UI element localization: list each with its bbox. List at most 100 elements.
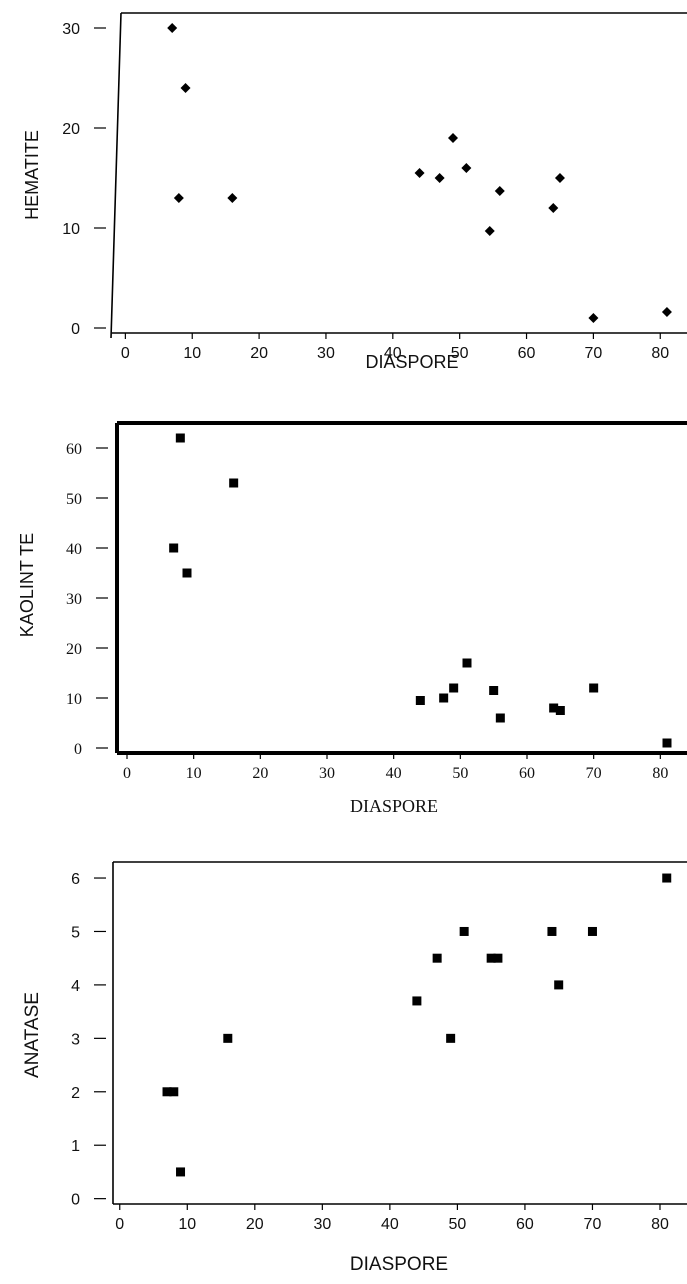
data-point <box>412 996 422 1006</box>
anatase-vs-diaspore-chart: 0 10 20 30 40 50 60 70 80 0 1 2 3 4 5 6 DIASPORE ANATASE <box>22 861 687 1275</box>
y-tick-label: 0 <box>74 741 82 758</box>
y-tick-label: 6 <box>71 871 80 888</box>
x-tick-label: 70 <box>584 1216 602 1233</box>
data-point <box>547 926 557 936</box>
data-point <box>223 1033 233 1043</box>
data-point <box>459 926 469 936</box>
x-tick-label: 0 <box>123 765 131 782</box>
data-point <box>439 693 449 703</box>
data-point <box>555 706 565 715</box>
data-point <box>493 953 503 963</box>
x-tick-label: 50 <box>452 765 468 782</box>
x-tick-label: 50 <box>449 1216 467 1233</box>
y-axis-label: KAOLINT TE <box>17 533 37 637</box>
y-tick-label: 20 <box>62 121 80 138</box>
data-point <box>175 433 185 443</box>
x-tick-label: 0 <box>121 345 130 362</box>
hematite-vs-diaspore-chart: 0 10 20 30 40 50 60 70 80 0 10 20 30 DIASPORE HEMATITE <box>22 12 687 372</box>
kaolinite-vs-diaspore-chart: 0 10 20 30 40 50 60 70 80 0 10 20 30 40 50 60 DIASPORE KA… <box>17 421 687 816</box>
x-axis-label: DIASPORE <box>365 352 458 372</box>
x-tick-label: 10 <box>186 765 202 782</box>
y-axis-label: ANATASE <box>22 992 43 1078</box>
y-tick-label: 60 <box>66 441 82 458</box>
data-point <box>167 23 178 33</box>
data-point <box>494 186 505 196</box>
data-point <box>484 226 495 236</box>
x-tick-label: 20 <box>252 765 268 782</box>
data-point <box>182 568 192 578</box>
data-point <box>549 703 559 713</box>
data-point <box>434 173 445 183</box>
x-tick-label: 40 <box>381 1216 399 1233</box>
data-point <box>554 980 564 990</box>
data-point <box>414 168 425 178</box>
x-tick-label: 60 <box>516 1216 534 1233</box>
y-tick-label: 20 <box>66 641 82 658</box>
y-tick-label: 40 <box>66 541 82 558</box>
plot-frame <box>110 12 687 339</box>
x-tick-label: 0 <box>115 1216 124 1233</box>
x-tick-label: 60 <box>518 345 536 362</box>
y-axis-label: HEMATITE <box>22 130 42 220</box>
y-tick-label: 0 <box>71 321 80 338</box>
x-tick-label: 50 <box>451 345 469 362</box>
y-tick-label: 30 <box>66 591 82 608</box>
x-axis-label: DIASPORE <box>350 1254 448 1275</box>
x-tick-label: 20 <box>250 345 268 362</box>
x-axis-label: DIASPORE <box>350 796 438 816</box>
y-tick-label: 10 <box>66 691 82 708</box>
data-point <box>169 1087 179 1097</box>
x-tick-label: 80 <box>651 345 669 362</box>
data-point <box>229 478 239 488</box>
data-point <box>662 873 672 883</box>
data-point <box>554 173 565 183</box>
x-tick-label: 30 <box>317 345 335 362</box>
data-point <box>446 1033 456 1043</box>
data-point <box>162 1087 172 1097</box>
x-tick-label: 80 <box>651 1216 669 1233</box>
x-tick-label: 60 <box>519 765 535 782</box>
data-point <box>661 307 672 317</box>
x-tick-label: 10 <box>178 1216 196 1233</box>
data-point <box>449 683 459 693</box>
y-tick-label: 1 <box>71 1138 80 1155</box>
data-point <box>486 953 496 963</box>
data-point <box>495 713 505 723</box>
data-point <box>432 953 442 963</box>
x-tick-label: 30 <box>319 765 335 782</box>
data-point <box>589 683 599 693</box>
data-point <box>588 313 599 323</box>
y-tick-label: 5 <box>71 924 80 941</box>
y-tick-label: 4 <box>71 978 80 995</box>
data-point <box>489 686 499 695</box>
data-point <box>548 203 559 213</box>
y-tick-label: 3 <box>71 1031 80 1048</box>
x-tick-label: 30 <box>313 1216 331 1233</box>
data-point <box>662 738 672 748</box>
x-tick-label: 70 <box>584 345 602 362</box>
data-point <box>227 193 238 203</box>
data-point <box>180 83 191 93</box>
plot-frame <box>112 861 687 1205</box>
x-tick-label: 70 <box>586 765 602 782</box>
data-point <box>587 926 597 936</box>
y-tick-label: 50 <box>66 491 82 508</box>
y-tick-label: 2 <box>71 1085 80 1102</box>
data-point <box>461 163 472 173</box>
data-point <box>173 193 184 203</box>
data-point <box>462 658 472 668</box>
x-tick-label: 20 <box>246 1216 264 1233</box>
data-point <box>176 1167 186 1177</box>
x-tick-label: 80 <box>652 765 668 782</box>
y-tick-label: 0 <box>71 1192 80 1209</box>
x-tick-label: 40 <box>386 765 402 782</box>
data-point <box>447 133 458 143</box>
data-point <box>169 543 179 553</box>
y-tick-label: 10 <box>62 221 80 238</box>
data-point <box>415 696 425 705</box>
x-tick-label: 40 <box>384 345 402 362</box>
plot-frame <box>115 421 687 755</box>
y-tick-label: 30 <box>62 21 80 38</box>
y-axis-line <box>110 12 122 339</box>
